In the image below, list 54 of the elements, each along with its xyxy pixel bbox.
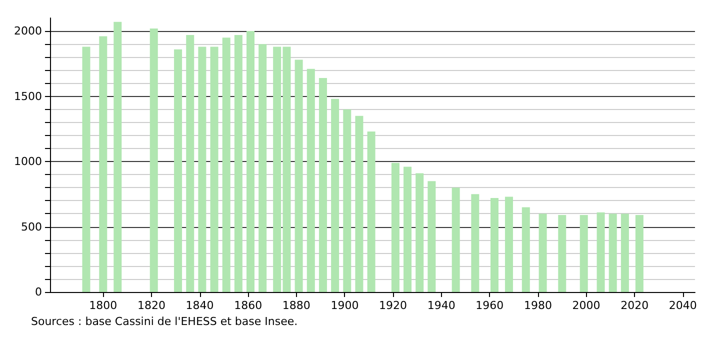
- x-tick-label: 1800: [89, 299, 118, 312]
- x-tick-label: 2040: [668, 299, 697, 312]
- bar: [222, 38, 230, 292]
- x-tick-label: 1820: [137, 299, 166, 312]
- bar: [391, 162, 400, 292]
- bar: [471, 194, 480, 292]
- bar: [580, 215, 588, 292]
- bar: [294, 60, 303, 292]
- bar: [318, 78, 327, 292]
- bar: [186, 34, 194, 292]
- bar: [331, 98, 340, 292]
- bar: [596, 212, 605, 292]
- bar: [367, 132, 376, 292]
- bar: [234, 34, 242, 292]
- bar: [258, 44, 267, 292]
- bar: [428, 181, 436, 292]
- bar: [99, 36, 108, 292]
- x-tick-label: 1940: [427, 299, 456, 312]
- bar: [635, 215, 644, 292]
- y-tick-label: 500: [21, 220, 42, 234]
- bar: [620, 214, 629, 292]
- bar: [306, 68, 315, 292]
- bar: [452, 188, 460, 292]
- bar: [404, 166, 412, 292]
- bar: [522, 207, 530, 292]
- bar: [174, 49, 182, 292]
- bar: [608, 214, 617, 292]
- bar: [82, 46, 90, 292]
- bar: [538, 214, 547, 292]
- source-note: Sources : base Cassini de l'EHESS et base Insee.: [31, 315, 298, 328]
- x-tick-label: 1980: [524, 299, 552, 312]
- bar: [114, 22, 122, 292]
- x-tick-label: 1840: [186, 299, 214, 312]
- x-tick-label: 1900: [330, 299, 359, 312]
- bar: [416, 173, 424, 292]
- bar: [558, 215, 566, 292]
- y-tick-label: 2000: [14, 24, 42, 38]
- bar: [343, 109, 352, 292]
- bar: [490, 198, 498, 292]
- bar: [246, 31, 255, 292]
- x-tick-label: 2000: [572, 299, 600, 312]
- x-tick-label: 1960: [476, 299, 504, 312]
- x-tick-label: 1860: [234, 299, 262, 312]
- bar: [355, 116, 364, 292]
- bar: [504, 196, 513, 292]
- y-tick-label: 1500: [14, 90, 42, 103]
- bar: [198, 46, 206, 292]
- y-tick-label: 0: [35, 286, 42, 298]
- x-tick-label: 1920: [379, 299, 408, 312]
- y-tick-label: 1000: [14, 155, 42, 168]
- x-tick-label: 2020: [620, 299, 649, 312]
- x-tick-label: 1880: [282, 299, 310, 312]
- bar: [150, 28, 158, 292]
- bar: [210, 46, 218, 292]
